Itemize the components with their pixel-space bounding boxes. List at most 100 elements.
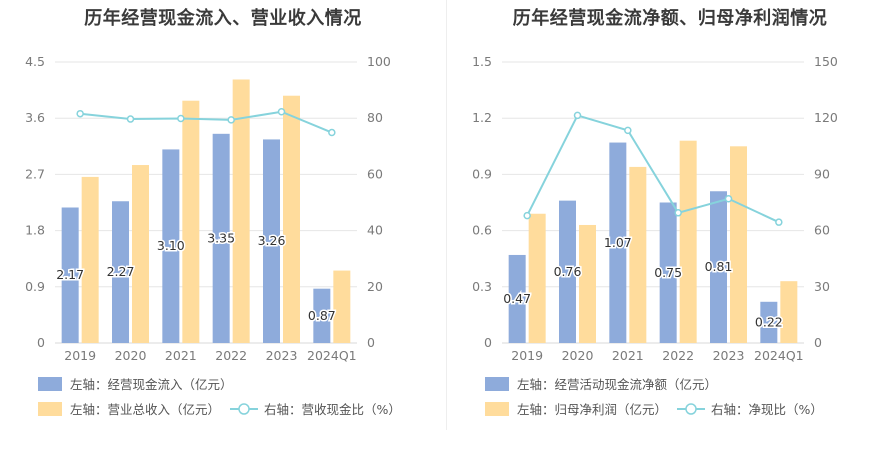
right-axis-tick-label: 90: [814, 166, 830, 181]
data-label: 2.17: [56, 267, 84, 282]
bar: [132, 165, 149, 343]
data-label: 0.76: [554, 264, 582, 279]
left-axis-tick-label: 0.9: [472, 166, 492, 181]
left-axis-tick-label: 1.2: [472, 110, 492, 125]
line-point: [523, 211, 531, 220]
x-axis-tick-label: 2021: [165, 348, 197, 363]
bar: [81, 176, 99, 343]
data-label: 0.87: [308, 308, 336, 323]
chart-panel-right: 历年经营现金流净额、归母净利润情况 0 0 0.3 30 0.6 60 0.9 90 1.2 12…: [447, 0, 893, 458]
legend-swatch: [38, 402, 62, 416]
left-axis-tick-label: 2.7: [25, 166, 45, 181]
bar: [710, 191, 727, 343]
chart-title: 历年经营现金流入、营业收入情况: [84, 8, 362, 29]
x-axis-tick-label: 2019: [511, 348, 543, 363]
x-axis-tick-label: 2022: [662, 348, 694, 363]
line-point: [177, 114, 185, 123]
right-axis-tick-label: 40: [367, 223, 383, 238]
chart-canvas: 0 0 0.3 30 0.6 60 0.9 90 1.2 120 1.5 150 2019 2020 202…: [472, 54, 838, 417]
left-axis-tick-label: 0.3: [472, 279, 492, 294]
x-axis-tick-label: 2024Q1: [307, 348, 357, 363]
right-axis-tick-label: 30: [814, 279, 830, 294]
bar: [212, 133, 230, 343]
bar: [263, 139, 280, 343]
right-axis-tick-label: 0: [814, 335, 822, 350]
right-axis-tick-label: 150: [814, 54, 838, 69]
line-point: [76, 109, 84, 118]
x-axis-tick-label: 2023: [266, 348, 298, 363]
left-axis-tick-label: 0.9: [25, 279, 45, 294]
x-axis-tick-label: 2020: [562, 348, 594, 363]
x-axis-tick-label: 2021: [612, 348, 644, 363]
right-axis-tick-label: 60: [814, 223, 830, 238]
bar: [283, 95, 300, 343]
line-point: [277, 107, 286, 116]
data-label: 0.81: [705, 259, 733, 274]
legend-swatch: [485, 377, 509, 391]
right-axis-tick-label: 0: [367, 335, 375, 350]
bar: [162, 149, 180, 343]
line-point: [328, 128, 336, 137]
x-axis-tick-label: 2020: [115, 348, 147, 363]
bar: [232, 79, 250, 344]
line-point: [624, 126, 632, 135]
left-axis-tick-label: 4.5: [25, 54, 45, 69]
x-axis-tick-label: 2019: [64, 348, 96, 363]
bar: [629, 166, 647, 343]
bar: [730, 146, 747, 343]
left-axis-tick-label: 0: [37, 335, 45, 350]
bar: [528, 213, 546, 343]
legend-label: 右轴：净现比（%）: [711, 402, 823, 417]
bar: [313, 288, 331, 343]
data-label: 1.07: [604, 235, 632, 250]
data-label: 0.22: [755, 314, 783, 329]
line-point: [674, 209, 682, 217]
bar: [508, 254, 526, 343]
chart-canvas: 0 0 0.9 20 1.8 40 2.7 60 3.6 80 4.5 100 2019 2020 2021…: [25, 54, 401, 417]
bar: [61, 207, 79, 343]
legend-label: 左轴：经营现金流入（亿元）: [70, 377, 233, 392]
legend-label: 左轴：归母净利润（亿元）: [517, 402, 667, 417]
line-point: [775, 218, 783, 226]
legend-swatch: [38, 377, 62, 391]
line-point: [227, 116, 235, 124]
data-label: 0.47: [503, 291, 531, 306]
data-label: 0.75: [654, 265, 682, 280]
legend-swatch-marker: [238, 403, 250, 415]
data-label: 3.35: [207, 230, 235, 245]
bar: [559, 200, 576, 343]
chart-panel-left: 历年经营现金流入、营业收入情况 0 0 0.9 20 1.8 40 2.7 60 3.6 80 4.…: [0, 0, 446, 458]
right-axis-tick-label: 20: [367, 279, 383, 294]
line-point: [724, 195, 733, 203]
data-label: 2.27: [107, 264, 135, 279]
bar: [333, 270, 351, 343]
panel-divider: [446, 0, 447, 430]
bar: [659, 202, 677, 343]
legend-label: 左轴：经营活动现金流净额（亿元）: [517, 377, 717, 392]
bar: [780, 281, 798, 343]
chart-title: 历年经营现金流净额、归母净利润情况: [512, 8, 828, 29]
line-point: [126, 115, 135, 123]
x-axis-tick-label: 2023: [713, 348, 745, 363]
legend-swatch-marker: [685, 403, 697, 415]
series-line: [80, 110, 333, 134]
x-axis-tick-label: 2022: [215, 348, 247, 363]
bar: [609, 142, 627, 343]
left-axis-tick-label: 0.6: [472, 223, 492, 238]
data-label: 3.26: [258, 233, 286, 248]
series-line: [526, 114, 780, 224]
bar: [679, 140, 697, 343]
bar: [760, 301, 778, 343]
right-axis-tick-label: 80: [367, 110, 383, 125]
x-axis-tick-label: 2024Q1: [754, 348, 804, 363]
right-axis-tick-label: 100: [367, 54, 391, 69]
legend-swatch: [485, 402, 509, 416]
line-point: [573, 111, 582, 120]
left-axis-tick-label: 1.5: [472, 54, 492, 69]
left-axis-tick-label: 0: [484, 335, 492, 350]
legend-label: 右轴：营收现金比（%）: [264, 402, 401, 417]
right-axis-tick-label: 60: [367, 166, 383, 181]
bar: [112, 201, 129, 343]
left-axis-tick-label: 1.8: [25, 223, 45, 238]
data-label: 3.10: [157, 238, 185, 253]
